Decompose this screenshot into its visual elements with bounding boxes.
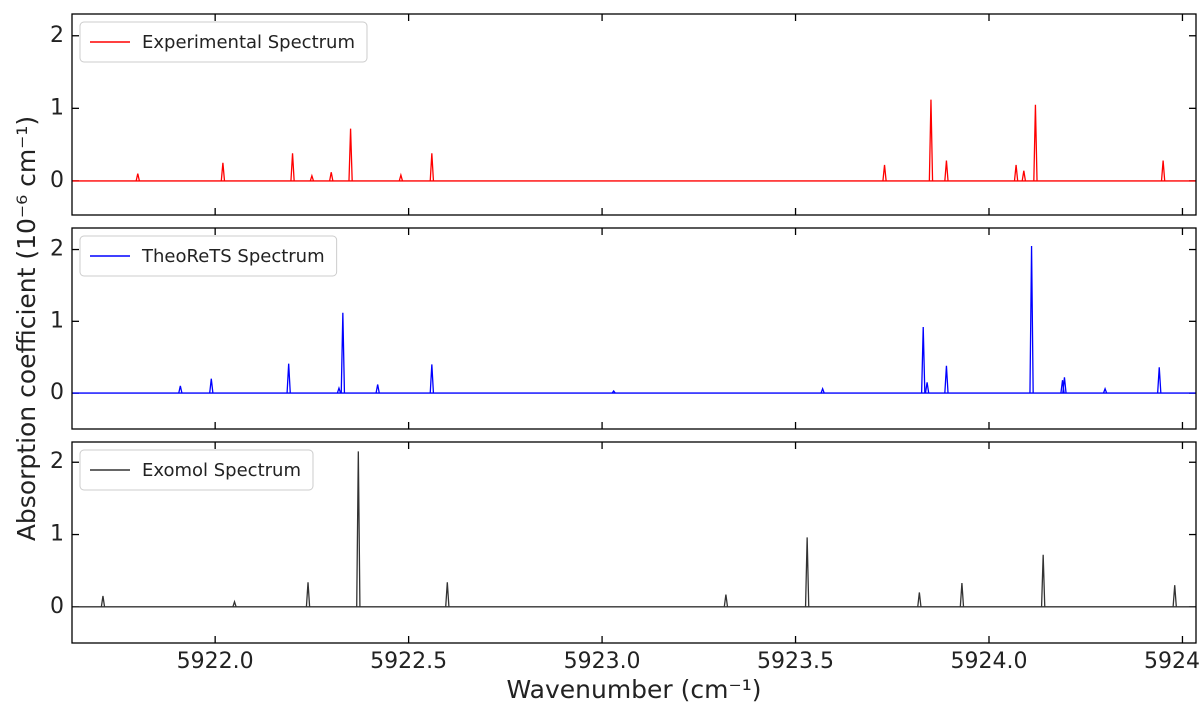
x-axis-label: Wavenumber (cm⁻¹)	[507, 675, 762, 704]
spectral-peak	[445, 582, 450, 607]
y-tick-label: 1	[50, 522, 64, 547]
spectral-peak	[1172, 585, 1177, 607]
spectral-peak	[928, 99, 934, 181]
spectral-peak	[429, 153, 435, 181]
spectral-peak	[178, 385, 183, 394]
spectral-peak	[959, 582, 965, 607]
spectral-peak	[336, 385, 342, 394]
legend-box	[79, 21, 368, 63]
spectral-peak	[340, 312, 346, 394]
spectral-peak	[290, 153, 295, 181]
plot-frame	[71, 441, 1197, 644]
spectral-peak	[356, 451, 361, 607]
plot-frame	[71, 227, 1197, 430]
y-tick-label: 1	[50, 95, 64, 120]
y-tick-label: 2	[50, 237, 64, 262]
spectral-peak	[944, 365, 949, 394]
spectral-peak	[723, 594, 729, 607]
spectral-peak	[882, 164, 887, 181]
spectral-peak	[328, 172, 334, 182]
spectral-peak	[286, 363, 291, 394]
spectral-peak	[917, 592, 922, 607]
spectral-peak	[305, 582, 311, 607]
spectral-peak	[1021, 170, 1027, 181]
y-tick-label: 2	[50, 449, 64, 474]
spectral-peak	[429, 364, 435, 394]
spectral-peak	[375, 384, 380, 394]
legend-label: TheoReTS Spectrum	[141, 246, 325, 267]
spectral-peak	[398, 172, 404, 182]
spectral-peak	[1160, 160, 1166, 181]
spectral-peak	[309, 173, 315, 182]
spectral-peak	[348, 128, 353, 181]
spectral-peak	[135, 173, 141, 182]
spectral-peak	[1040, 554, 1046, 607]
spectral-peak	[944, 160, 949, 181]
spectral-peak	[820, 386, 825, 394]
spectral-peak	[1062, 377, 1067, 394]
x-tick-label: 5922.0	[177, 649, 254, 674]
legend-label: Exomol Spectrum	[142, 460, 301, 481]
legend-label: Experimental Spectrum	[142, 32, 355, 53]
spectral-peak	[232, 599, 237, 608]
spectral-peak	[924, 382, 930, 394]
spectral-peak	[1102, 386, 1108, 394]
y-axis-label: Absorption coefficient (10⁻⁶ cm⁻¹)	[12, 116, 41, 541]
spectral-peak	[1013, 164, 1019, 181]
spectral-peak	[100, 595, 106, 607]
x-tick-label: 5923.0	[564, 649, 641, 674]
spectral-peak	[1033, 104, 1038, 181]
spectral-peak	[220, 162, 226, 181]
x-tick-label: 5922.5	[370, 649, 447, 674]
plot-frame	[71, 13, 1197, 216]
spectral-peak	[1029, 245, 1034, 394]
x-tick-label: 5924.5	[1144, 649, 1200, 674]
y-tick-label: 0	[50, 380, 64, 405]
legend-box	[79, 235, 338, 277]
y-tick-label: 0	[50, 594, 64, 619]
y-tick-label: 0	[50, 168, 64, 193]
spectral-peak	[1156, 367, 1162, 394]
x-tick-label: 5923.5	[757, 649, 834, 674]
spectral-peak	[920, 327, 926, 394]
legend-box	[79, 449, 314, 491]
spectral-peak	[804, 537, 810, 607]
y-tick-label: 1	[50, 308, 64, 333]
y-tick-label: 2	[50, 23, 64, 48]
spectral-peak	[611, 389, 616, 394]
spectral-peak	[209, 378, 214, 394]
x-tick-label: 5924.0	[951, 649, 1028, 674]
